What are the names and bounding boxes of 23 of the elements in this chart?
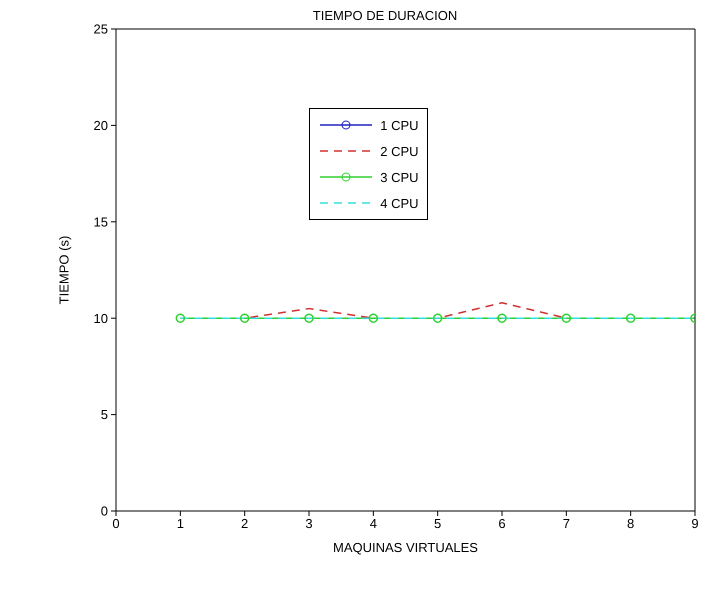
x-tick-label: 8 — [627, 516, 634, 532]
legend-label: 2 CPU — [380, 144, 419, 158]
x-tick-label: 4 — [370, 516, 377, 532]
x-tick-label: 5 — [434, 516, 442, 532]
legend-label: 4 CPU — [380, 196, 419, 210]
legend-label: 1 CPU — [380, 118, 419, 132]
y-tick-label: 15 — [94, 214, 108, 230]
x-tick-label: 1 — [176, 516, 184, 532]
x-tick-label: 0 — [112, 516, 120, 532]
chart-title: TIEMPO DE DURACION — [312, 8, 458, 23]
y-tick-label: 10 — [94, 310, 108, 326]
x-tick-label: 7 — [562, 516, 570, 532]
y-tick-label: 25 — [94, 22, 108, 37]
legend-label: 3 CPU — [380, 170, 419, 184]
y-tick-label: 20 — [94, 118, 108, 134]
y-tick-label: 5 — [100, 407, 108, 422]
x-tick-label: 6 — [498, 516, 506, 532]
x-axis-title: MAQUINAS VIRTUALES — [333, 540, 478, 555]
y-tick-label: 0 — [100, 504, 108, 519]
x-tick-label: 2 — [241, 516, 248, 532]
x-tick-label: 3 — [305, 516, 313, 532]
x-tick-label: 9 — [691, 516, 699, 532]
y-axis-title: TIEMPO (s) — [56, 236, 72, 304]
